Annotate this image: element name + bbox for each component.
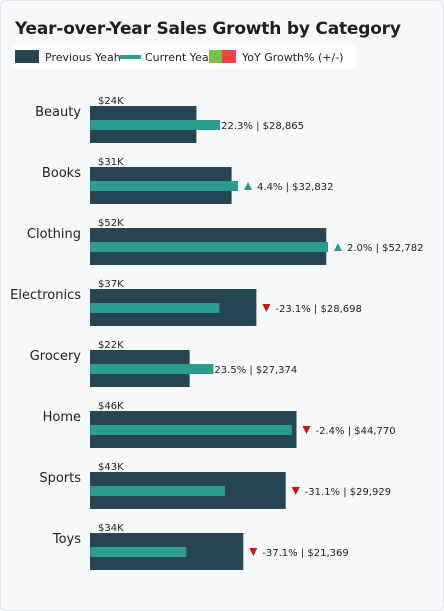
growth-label-beauty: 22.3% | $28,865 [221,121,304,132]
bar-current-books [90,181,238,191]
growth-up-icon [334,243,342,251]
growth-label-clothing: 2.0% | $52,782 [347,243,423,254]
previous-value-label-toys: $34K [98,523,124,534]
bar-current-clothing [90,242,328,252]
bar-current-beauty [90,120,220,130]
category-label-clothing: Clothing [27,227,81,242]
growth-label-books: 4.4% | $32,832 [257,182,333,193]
growth-up-icon [244,182,252,190]
growth-label-grocery: 23.5% | $27,374 [214,365,297,376]
previous-value-label-home: $46K [98,401,124,412]
growth-label-home: -2.4% | $44,770 [316,426,396,437]
category-label-sports: Sports [39,471,81,486]
bar-current-grocery [90,364,213,374]
category-label-home: Home [43,410,81,425]
growth-label-electronics: -23.1% | $28,698 [275,304,361,315]
previous-value-label-grocery: $22K [98,340,124,351]
growth-down-icon [292,487,300,495]
growth-label-toys: -37.1% | $21,369 [262,548,348,559]
previous-value-label-books: $31K [98,157,124,168]
growth-down-icon [262,304,270,312]
previous-value-label-clothing: $52K [98,218,124,229]
bar-current-toys [90,547,186,557]
category-label-books: Books [42,166,81,181]
category-label-toys: Toys [52,532,81,547]
growth-label-sports: -31.1% | $29,929 [305,487,391,498]
category-label-grocery: Grocery [30,349,82,364]
category-label-beauty: Beauty [35,105,81,120]
bar-current-sports [90,486,225,496]
category-label-electronics: Electronics [10,288,81,303]
growth-down-icon [249,548,257,556]
bar-current-electronics [90,303,219,313]
growth-down-icon [303,426,311,434]
bar-current-home [90,425,292,435]
previous-value-label-beauty: $24K [98,96,124,107]
previous-value-label-sports: $43K [98,462,124,473]
previous-value-label-electronics: $37K [98,279,124,290]
